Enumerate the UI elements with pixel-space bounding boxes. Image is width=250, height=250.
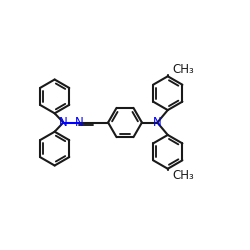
Text: N: N bbox=[59, 116, 68, 129]
Text: N: N bbox=[74, 116, 83, 129]
Text: N: N bbox=[153, 116, 162, 129]
Text: CH₃: CH₃ bbox=[172, 169, 194, 182]
Text: CH₃: CH₃ bbox=[172, 63, 194, 76]
